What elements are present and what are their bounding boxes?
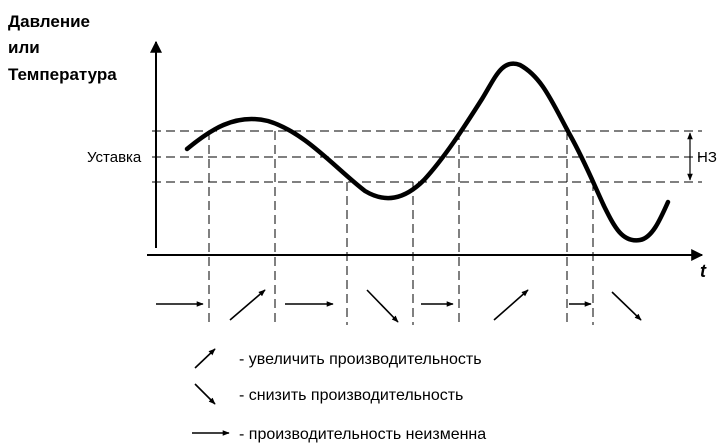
arrow-increase <box>229 289 266 321</box>
legend-decrease-text: - снизить производительность <box>239 387 463 404</box>
zone-dividers <box>208 131 594 325</box>
legend-increase-icon <box>194 348 216 369</box>
arrow-increase <box>493 289 529 321</box>
legend-unchanged-text: - производительность неизменна <box>239 426 486 443</box>
process-curve <box>184 61 671 243</box>
setpoint-label: Уставка <box>87 149 142 166</box>
arrow-decrease <box>611 291 642 321</box>
y-axis-label-line-2: или <box>8 38 40 57</box>
hysteresis-label: НЗ <box>697 149 717 166</box>
zone-arrows <box>156 289 642 323</box>
legend-decrease-icon <box>194 383 216 405</box>
y-axis-label-line-1: Давление <box>8 12 90 31</box>
legend-increase-text: - увеличить производительность <box>239 351 482 368</box>
x-axis-label: t <box>700 261 707 281</box>
legend: - увеличить производительность - снизить… <box>192 348 486 443</box>
y-axis-label-line-3: Температура <box>8 65 117 84</box>
arrow-decrease <box>366 289 399 323</box>
y-axis-label: Давление или Температура <box>8 12 117 84</box>
